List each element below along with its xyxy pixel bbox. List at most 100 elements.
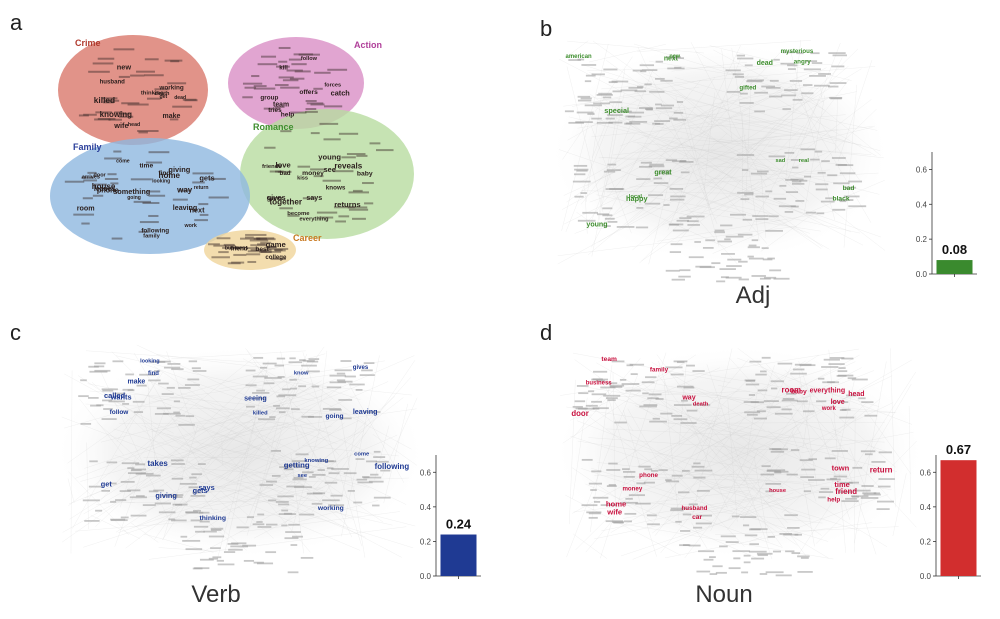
filler-word-mark	[780, 62, 795, 65]
filler-word-mark	[271, 449, 282, 452]
filler-word-mark	[338, 215, 350, 218]
filler-word-mark	[612, 90, 622, 93]
filler-word-mark	[281, 509, 289, 512]
filler-word-mark	[252, 375, 268, 378]
filler-word-mark	[827, 174, 838, 177]
filler-word-mark	[761, 356, 771, 359]
filler-word-mark	[587, 113, 595, 115]
filler-word-mark	[644, 468, 653, 471]
network-edge	[557, 226, 797, 256]
filler-word-mark	[295, 453, 309, 456]
filler-word-mark	[94, 118, 111, 121]
network-edge	[100, 372, 170, 522]
network-edge	[75, 514, 280, 532]
network-edge	[713, 49, 825, 110]
filler-word-mark	[171, 463, 185, 465]
network-edge	[686, 415, 811, 441]
network-edge	[585, 413, 718, 512]
filler-word-mark	[276, 65, 290, 68]
filler-word-mark	[607, 399, 616, 402]
filler-word-mark	[797, 571, 813, 573]
filler-word-mark	[632, 69, 643, 72]
filler-word-mark	[574, 195, 584, 198]
network-edge	[567, 40, 589, 57]
network-edge	[603, 98, 673, 159]
filler-word-mark	[148, 379, 161, 382]
network-edge	[278, 396, 396, 501]
filler-word-mark	[380, 469, 391, 472]
filler-word-mark	[660, 104, 675, 107]
highlighted-word: black	[833, 195, 850, 202]
highlighted-word: giving	[155, 491, 176, 500]
filler-word-mark	[593, 102, 610, 105]
filler-word-mark	[864, 453, 873, 456]
filler-word-mark	[677, 491, 690, 494]
filler-word-mark	[841, 500, 859, 503]
filler-word-mark	[199, 558, 214, 561]
filler-word-mark	[184, 384, 200, 386]
network-edge	[172, 479, 263, 522]
filler-word-mark	[603, 394, 621, 397]
cluster-word: leaving	[173, 204, 197, 212]
filler-word-mark	[113, 48, 135, 51]
network-edge	[845, 410, 895, 413]
network-edge	[803, 483, 815, 547]
filler-word-mark	[607, 220, 618, 223]
filler-word-mark	[744, 64, 753, 67]
filler-word-mark	[749, 360, 762, 363]
filler-word-mark	[649, 90, 665, 93]
filler-word-mark	[276, 395, 286, 398]
filler-word-mark	[279, 207, 293, 210]
bar-verb	[440, 534, 477, 576]
highlighted-word: gives	[353, 364, 369, 371]
network-edge	[67, 407, 147, 464]
filler-word-mark	[703, 558, 714, 561]
network-edge	[566, 145, 648, 203]
filler-word-mark	[274, 84, 289, 87]
filler-word-mark	[675, 520, 682, 523]
filler-word-mark	[625, 389, 641, 392]
filler-word-mark	[103, 408, 113, 410]
filler-word-mark	[328, 504, 345, 507]
filler-word-mark	[347, 206, 368, 209]
network-edge	[277, 346, 325, 413]
filler-word-mark	[678, 275, 691, 278]
filler-word-mark	[363, 411, 381, 413]
filler-word-mark	[193, 509, 201, 512]
filler-word-mark	[305, 110, 318, 113]
filler-word-mark	[250, 249, 272, 252]
network-edge	[710, 361, 794, 532]
network-edge	[690, 385, 888, 453]
filler-word-mark	[187, 378, 200, 381]
filler-word-mark	[246, 247, 259, 250]
network-edge	[678, 360, 687, 446]
filler-word-mark	[765, 571, 784, 574]
filler-word-mark	[715, 571, 727, 574]
network-edge	[749, 536, 762, 542]
filler-word-mark	[727, 258, 742, 261]
filler-word-mark	[731, 515, 740, 518]
filler-word-mark	[603, 170, 616, 173]
filler-word-mark	[375, 149, 394, 152]
filler-word-mark	[256, 521, 263, 523]
network-edge	[89, 390, 193, 399]
filler-word-mark	[129, 496, 147, 499]
cluster-word: going	[127, 195, 141, 201]
filler-word-mark	[801, 468, 816, 471]
network-edge	[601, 157, 836, 176]
network-edge	[90, 514, 141, 539]
filler-word-mark	[803, 68, 821, 71]
filler-word-mark	[680, 171, 690, 174]
filler-word-mark	[828, 52, 846, 55]
network-edge	[605, 390, 750, 398]
filler-word-mark	[266, 523, 278, 526]
filler-word-mark	[773, 197, 787, 200]
network-edge	[623, 387, 771, 404]
network-edge	[222, 448, 353, 474]
filler-word-mark	[762, 258, 773, 261]
filler-word-mark	[796, 52, 804, 55]
filler-word-mark	[693, 462, 701, 465]
network-edge	[818, 389, 880, 407]
network-edge	[585, 483, 759, 559]
